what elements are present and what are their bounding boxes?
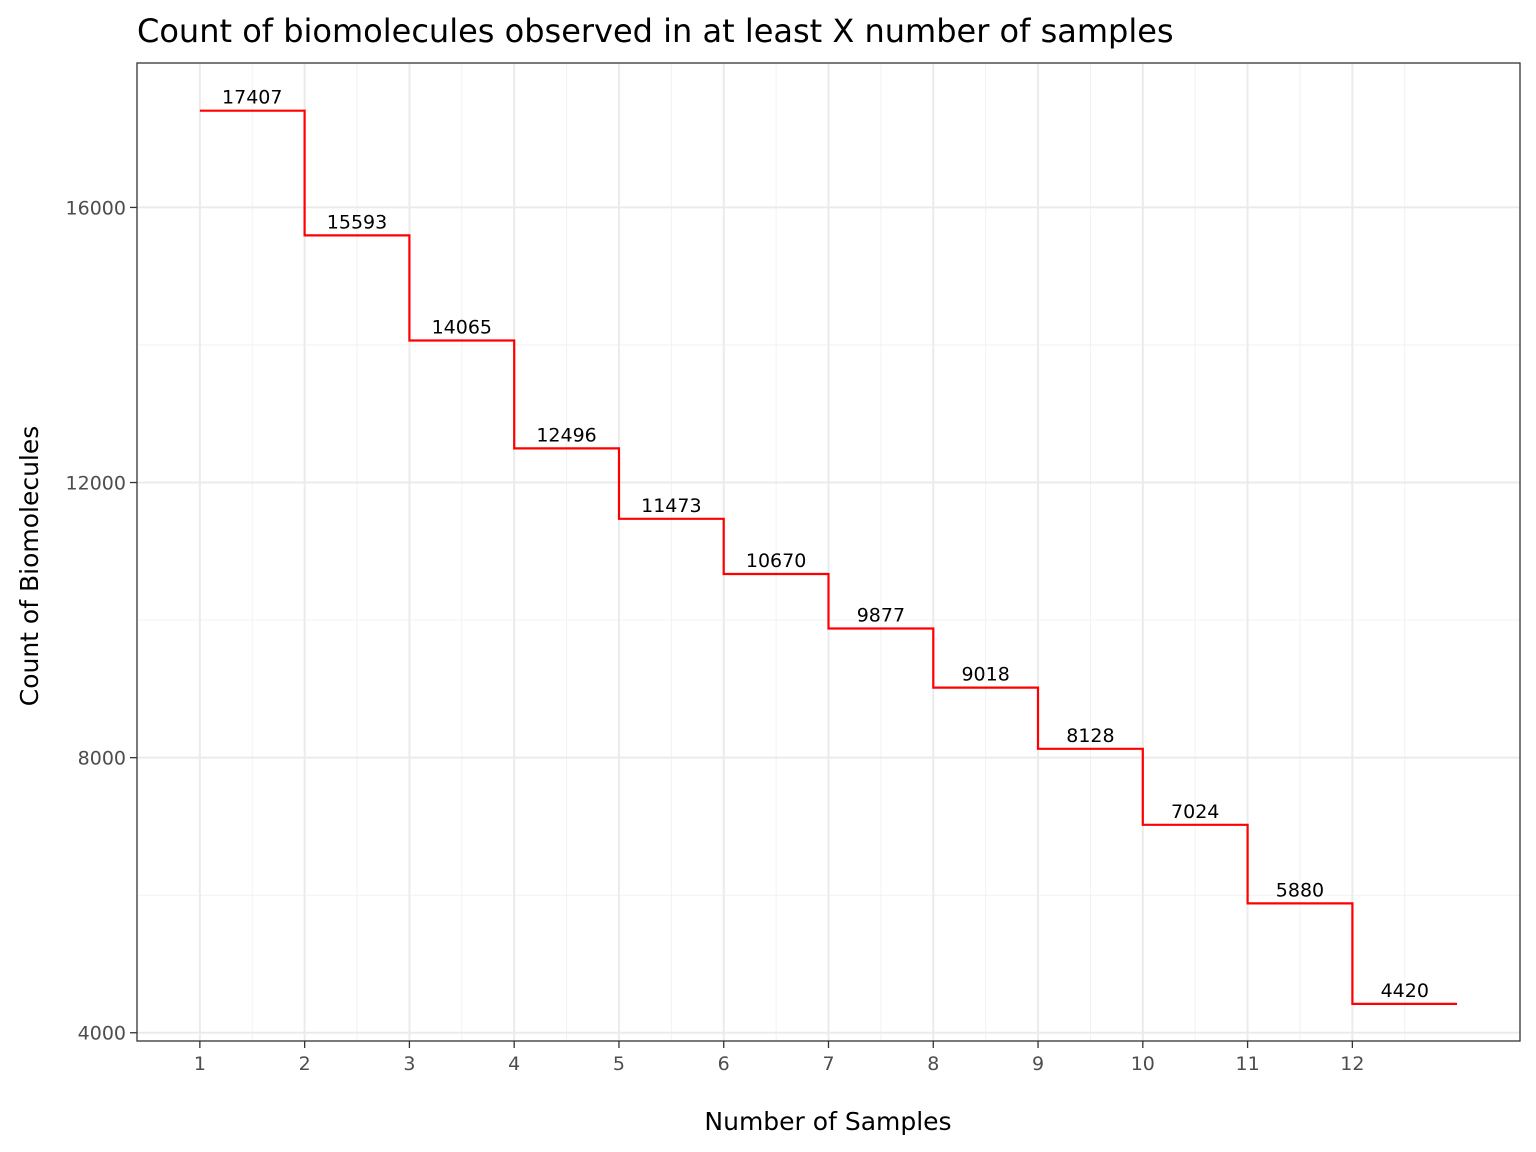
x-tick-label: 8 xyxy=(927,1053,939,1075)
data-label: 15593 xyxy=(327,211,387,233)
y-tick-label: 8000 xyxy=(78,748,126,770)
x-tick-label: 4 xyxy=(508,1053,520,1075)
x-tick-label: 5 xyxy=(613,1053,625,1075)
x-tick-label: 2 xyxy=(299,1053,311,1075)
x-tick-label: 12 xyxy=(1340,1053,1364,1075)
data-labels: 17407 15593 14065 12496 11473 10670 9877 9018 81… xyxy=(222,87,1429,1002)
step-line xyxy=(199,109,1458,1005)
data-label: 4420 xyxy=(1381,980,1429,1002)
x-axis-label: Number of Samples xyxy=(704,1107,951,1136)
x-tick-label: 7 xyxy=(822,1053,834,1075)
data-label: 5880 xyxy=(1276,879,1324,901)
x-tick-label: 6 xyxy=(718,1053,730,1075)
y-tick-label: 4000 xyxy=(78,1023,126,1045)
x-tick-label: 9 xyxy=(1032,1053,1044,1075)
chart-title: Count of biomolecules observed in at lea… xyxy=(137,12,1174,50)
data-label: 17407 xyxy=(222,87,282,109)
y-axis-label: Count of Biomolecules xyxy=(15,426,44,707)
y-tick-label: 12000 xyxy=(66,473,126,495)
grid-lines xyxy=(137,63,1520,1041)
data-label: 14065 xyxy=(432,317,492,339)
data-label: 9018 xyxy=(961,664,1009,686)
x-tick-label: 1 xyxy=(194,1053,206,1075)
x-tick-label: 10 xyxy=(1131,1053,1155,1075)
x-tick-label: 11 xyxy=(1235,1053,1259,1075)
data-label: 10670 xyxy=(746,550,806,572)
data-label: 8128 xyxy=(1066,725,1114,747)
data-label: 7024 xyxy=(1171,801,1219,823)
data-label: 12496 xyxy=(536,424,596,446)
y-tick-label: 16000 xyxy=(66,197,126,219)
data-label: 11473 xyxy=(641,495,701,517)
data-label: 9877 xyxy=(857,605,905,627)
x-tick-label: 3 xyxy=(403,1053,415,1075)
series-step-line xyxy=(199,109,1458,1005)
